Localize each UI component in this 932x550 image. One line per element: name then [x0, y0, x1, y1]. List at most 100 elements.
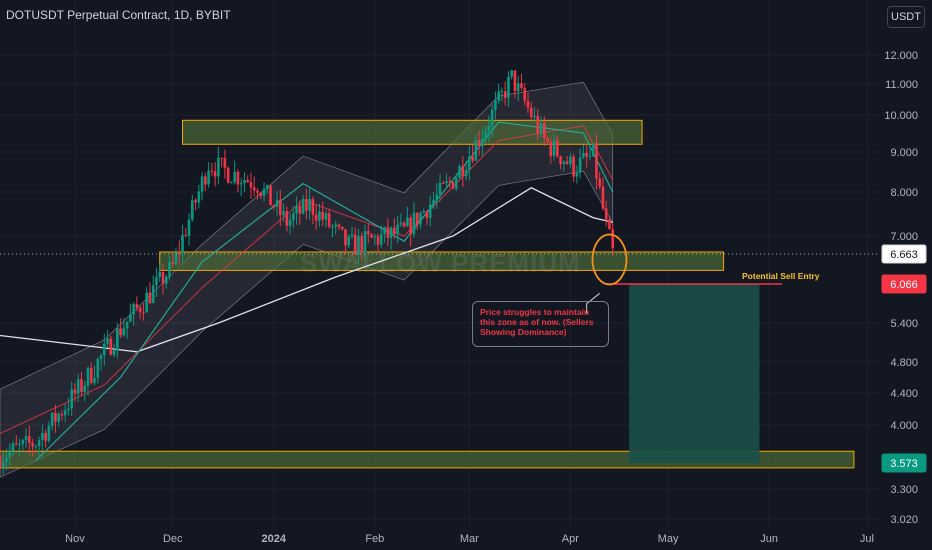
candle-body	[194, 200, 197, 203]
candle-body	[142, 312, 145, 314]
candle-body	[249, 182, 253, 188]
candle-body	[67, 408, 70, 411]
candle-body	[497, 91, 500, 101]
time-tick-label: 2024	[262, 533, 287, 545]
candle-body	[559, 156, 562, 164]
candle-body	[601, 186, 605, 209]
candle-body	[608, 219, 611, 230]
price-tick-label: 10.000	[884, 110, 918, 122]
candle-body	[269, 185, 272, 206]
price-tick-label: 4.000	[890, 420, 918, 432]
price-tick-label: 9.000	[890, 147, 918, 159]
candle-body	[366, 231, 370, 235]
candle-body	[252, 187, 256, 191]
candle-body	[301, 198, 305, 214]
candle-body	[370, 234, 373, 238]
currency-button[interactable]: USDT	[887, 6, 925, 28]
candle-body	[236, 171, 240, 185]
candle-body	[70, 389, 74, 409]
candle-body	[569, 156, 572, 164]
candle-body	[308, 199, 311, 211]
candle-body	[210, 170, 214, 172]
entry-price-label: 6.066	[890, 279, 918, 291]
candle-body	[578, 157, 582, 173]
candle-body	[158, 271, 162, 278]
time-tick-label: Jun	[760, 533, 778, 545]
price-tick-label: 8.000	[890, 187, 918, 199]
candle-body	[344, 229, 347, 246]
time-tick-label: Apr	[562, 533, 579, 545]
candle-body	[529, 107, 533, 118]
candles	[0, 69, 615, 474]
candle-body	[96, 358, 100, 378]
candle-body	[187, 219, 191, 236]
candle-body	[357, 235, 360, 255]
candle-body	[125, 321, 129, 329]
price-tick-label: 3.300	[890, 484, 918, 496]
candle-body	[73, 389, 77, 394]
candle-body	[321, 211, 324, 220]
candle-body	[37, 439, 41, 447]
candle-body	[428, 204, 432, 218]
support-resistance-zone	[159, 251, 725, 271]
candle-body	[285, 211, 289, 226]
candle-body	[8, 451, 12, 458]
candle-body	[28, 436, 31, 443]
candle-body	[409, 217, 412, 235]
current-price-label: 6.663	[890, 249, 918, 261]
candle-body	[393, 227, 396, 234]
candle-body	[419, 212, 422, 225]
candle-body	[292, 213, 295, 220]
candle-body	[353, 234, 357, 255]
candle-body	[50, 412, 54, 426]
candle-body	[177, 252, 181, 254]
candle-body	[474, 140, 478, 161]
candle-body	[18, 444, 21, 446]
candle-body	[425, 211, 429, 218]
candle-body	[135, 304, 139, 308]
candle-body	[60, 413, 64, 416]
candle-body	[595, 143, 598, 179]
price-axis: 12.000 11.000 10.000 9.000 8.000 7.000 5.400 4.…	[881, 50, 927, 526]
candle-body	[562, 161, 566, 164]
candle-body	[295, 205, 298, 214]
candle-body	[119, 328, 122, 336]
candle-body	[471, 156, 474, 161]
candle-body	[565, 161, 569, 164]
candle-body	[383, 227, 386, 235]
candle-body	[454, 177, 458, 189]
candle-body	[546, 138, 549, 142]
candle-body	[448, 181, 452, 183]
candle-body	[350, 234, 354, 237]
short-position-box	[629, 284, 760, 463]
candle-body	[298, 205, 302, 214]
candle-body	[461, 165, 465, 177]
current-price-label-bg	[881, 244, 927, 264]
candle-body	[340, 226, 344, 230]
candle-body	[507, 76, 510, 98]
candle-body	[490, 109, 494, 127]
candle-body	[494, 100, 497, 110]
candle-body	[129, 314, 132, 322]
candle-body	[14, 443, 18, 445]
candle-body	[184, 234, 188, 236]
candle-body	[373, 236, 377, 238]
callout-annotation[interactable]: Price struggles to maintain this zone as…	[472, 301, 609, 347]
candle-body	[151, 285, 155, 303]
candle-body	[363, 231, 367, 253]
candle-body	[331, 226, 334, 228]
candle-body	[34, 446, 38, 448]
candle-body	[464, 170, 468, 177]
candle-body	[207, 170, 210, 185]
candle-body	[174, 252, 178, 265]
candle-body	[324, 213, 328, 220]
candle-body	[575, 172, 579, 177]
candle-body	[572, 156, 575, 177]
candle-body	[220, 157, 223, 159]
candle-body	[155, 277, 158, 286]
candle-body	[588, 155, 592, 157]
candle-body	[380, 234, 383, 245]
ma-short-line	[35, 121, 614, 461]
candle-body	[138, 307, 142, 313]
